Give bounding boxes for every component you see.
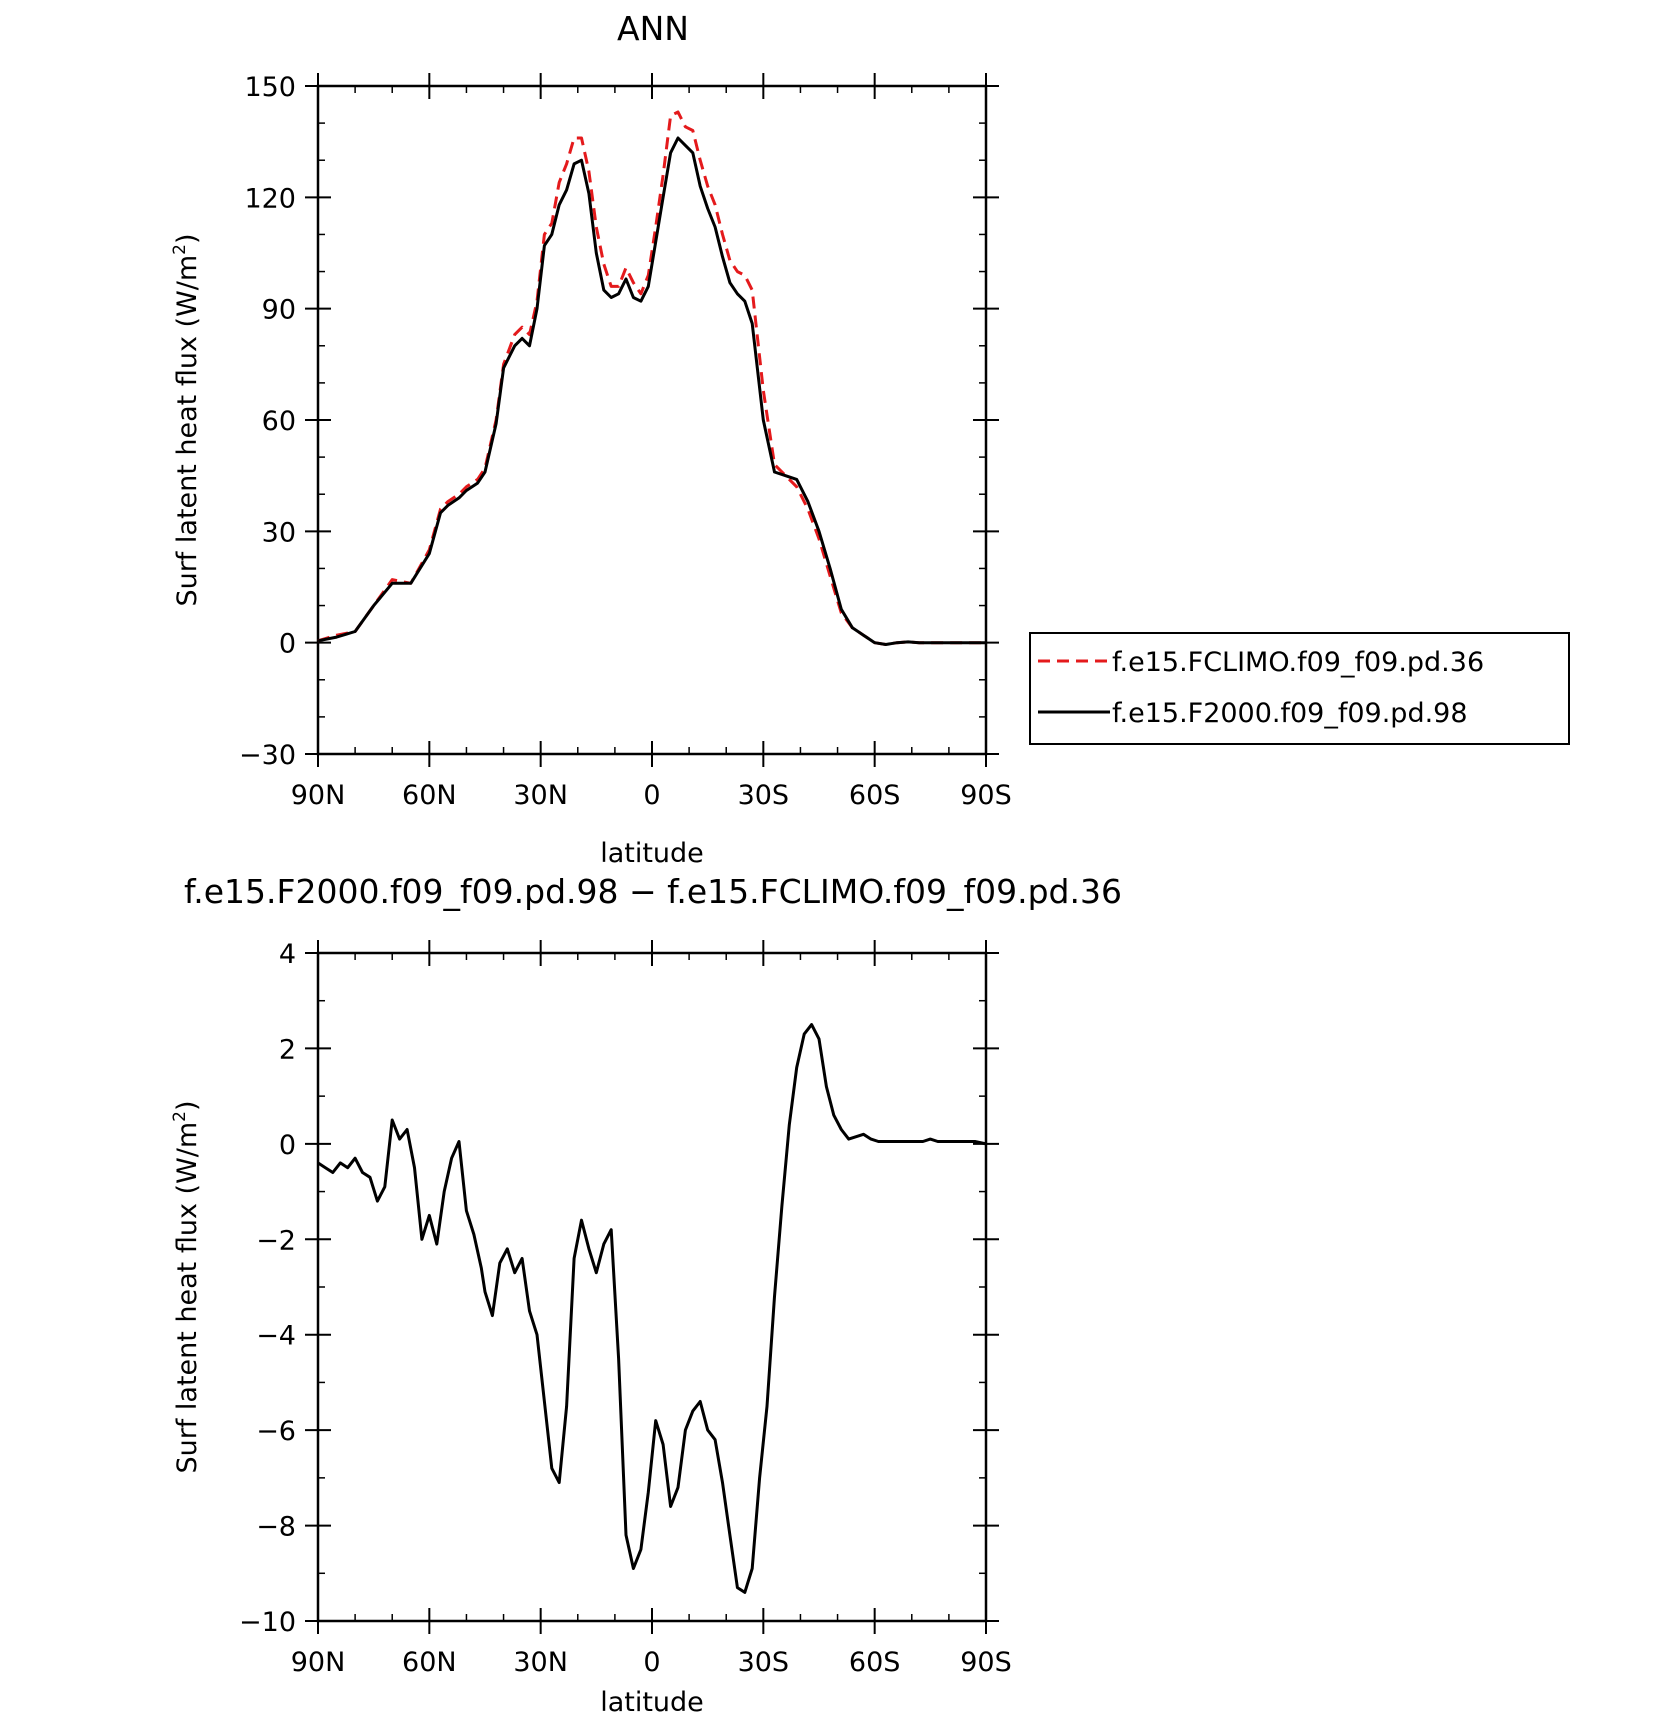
bottom-x-axis-title: latitude <box>600 1687 704 1718</box>
series-line-1 <box>317 136 986 646</box>
series-line-0 <box>317 1023 987 1594</box>
top-series-lines <box>317 110 986 646</box>
legend-label-fclimo: f.e15.FCLIMO.f09_f09.pd.36 <box>1112 647 1484 678</box>
bottom-y-axis-title-sup: 2 <box>170 1111 190 1122</box>
x-tick-label: 90N <box>291 780 346 811</box>
y-tick-label: −30 <box>239 740 296 771</box>
top-chart-title: ANN <box>617 9 689 48</box>
y-tick-label: 0 <box>279 629 296 660</box>
legend: f.e15.FCLIMO.f09_f09.pd.36 f.e15.F2000.f… <box>1029 632 1570 745</box>
x-tick-label: 90N <box>291 1647 346 1678</box>
x-tick-label: 60S <box>849 1647 901 1678</box>
top-chart: ANN −30 0 30 60 90 120 150 90N 60N 30N 0 30S 60S 90S… <box>170 9 1570 869</box>
y-tick-label: −8 <box>256 1512 296 1543</box>
y-tick-label: −10 <box>239 1607 296 1638</box>
bottom-chart-title: f.e15.F2000.f09_f09.pd.98 − f.e15.FCLIMO… <box>184 872 1122 911</box>
top-x-tick-labels: 90N 60N 30N 0 30S 60S 90S <box>291 780 1012 811</box>
y-tick-label: −2 <box>256 1225 296 1256</box>
top-y-tick-labels: −30 0 30 60 90 120 150 <box>239 72 296 771</box>
y-tick-label: −6 <box>256 1416 296 1447</box>
y-tick-label: 30 <box>262 517 296 548</box>
y-tick-label: 60 <box>262 406 296 437</box>
y-tick-label: 150 <box>244 72 296 103</box>
top-y-axis-title: Surf latent heat flux (W/m2) <box>170 233 203 606</box>
x-tick-label: 60N <box>402 1647 457 1678</box>
bottom-y-tick-labels: −10 −8 −6 −4 −2 0 2 4 <box>239 939 296 1638</box>
y-tick-label: 2 <box>279 1034 296 1065</box>
legend-label-f2000: f.e15.F2000.f09_f09.pd.98 <box>1112 698 1468 729</box>
top-y-axis-title-sup: 2 <box>170 244 190 255</box>
y-tick-label: 4 <box>279 939 296 970</box>
top-axis-ticks <box>305 73 999 767</box>
bottom-axis-ticks <box>305 940 999 1634</box>
top-plot-frame <box>316 84 988 756</box>
y-tick-label: 120 <box>244 183 296 214</box>
legend-box <box>1029 632 1570 745</box>
bottom-plot-frame <box>316 951 988 1623</box>
x-tick-label: 30S <box>738 780 790 811</box>
top-x-axis-title: latitude <box>600 838 704 869</box>
bottom-chart: f.e15.F2000.f09_f09.pd.98 − f.e15.FCLIMO… <box>170 872 1122 1718</box>
x-tick-label: 0 <box>643 780 660 811</box>
bottom-y-axis-title: Surf latent heat flux (W/m2) <box>170 1100 203 1473</box>
top-y-axis-title-main: Surf latent heat flux (W/m <box>172 255 203 607</box>
x-tick-label: 0 <box>643 1647 660 1678</box>
x-tick-label: 30N <box>513 780 568 811</box>
x-tick-label: 60N <box>402 780 457 811</box>
x-tick-label: 60S <box>849 780 901 811</box>
x-tick-label: 30N <box>513 1647 568 1678</box>
x-tick-label: 30S <box>738 1647 790 1678</box>
y-tick-label: −4 <box>256 1321 296 1352</box>
bottom-y-axis-title-close: ) <box>172 1100 203 1111</box>
bottom-series-lines <box>317 1023 987 1594</box>
bottom-y-axis-title-main: Surf latent heat flux (W/m <box>172 1122 203 1474</box>
top-y-axis-title-close: ) <box>172 233 203 244</box>
bottom-x-tick-labels: 90N 60N 30N 0 30S 60S 90S <box>291 1647 1012 1678</box>
y-tick-label: 90 <box>262 295 296 326</box>
x-tick-label: 90S <box>960 1647 1012 1678</box>
y-tick-label: 0 <box>279 1130 296 1161</box>
x-tick-label: 90S <box>960 780 1012 811</box>
series-line-0 <box>317 110 986 646</box>
